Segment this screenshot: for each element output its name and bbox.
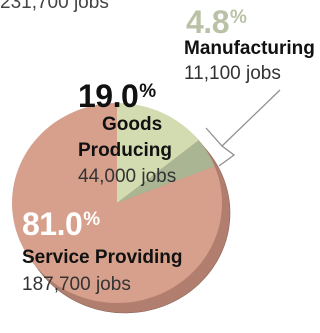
manufacturing-percent: 4.8% [186, 4, 247, 40]
manufacturing-leader-line [221, 89, 281, 147]
pie-slice-service-providing [12, 103, 223, 304]
manufacturing-label: Manufacturing [184, 38, 315, 59]
service-providing-percent: 81.0% [22, 206, 100, 242]
pie-slice-manufacturing [117, 140, 215, 203]
goods-producing-label-line2: Producing [78, 140, 172, 161]
goods-producing-label-line1: Goods [102, 114, 163, 135]
total-jobs-cutoff: 231,700 jobs [0, 0, 109, 13]
manufacturing-bracket [205, 127, 236, 167]
pie-slice-goods-producing [117, 103, 199, 203]
pie-slices [12, 103, 223, 304]
service-providing-label: Service Providing [22, 247, 183, 268]
goods-producing-jobs: 44,000 jobs [78, 166, 177, 187]
manufacturing-jobs: 11,100 jobs [184, 63, 281, 84]
service-providing-jobs: 187,700 jobs [22, 274, 131, 295]
leader-lines [205, 89, 281, 167]
goods-producing-percent: 19.0% [78, 78, 156, 114]
